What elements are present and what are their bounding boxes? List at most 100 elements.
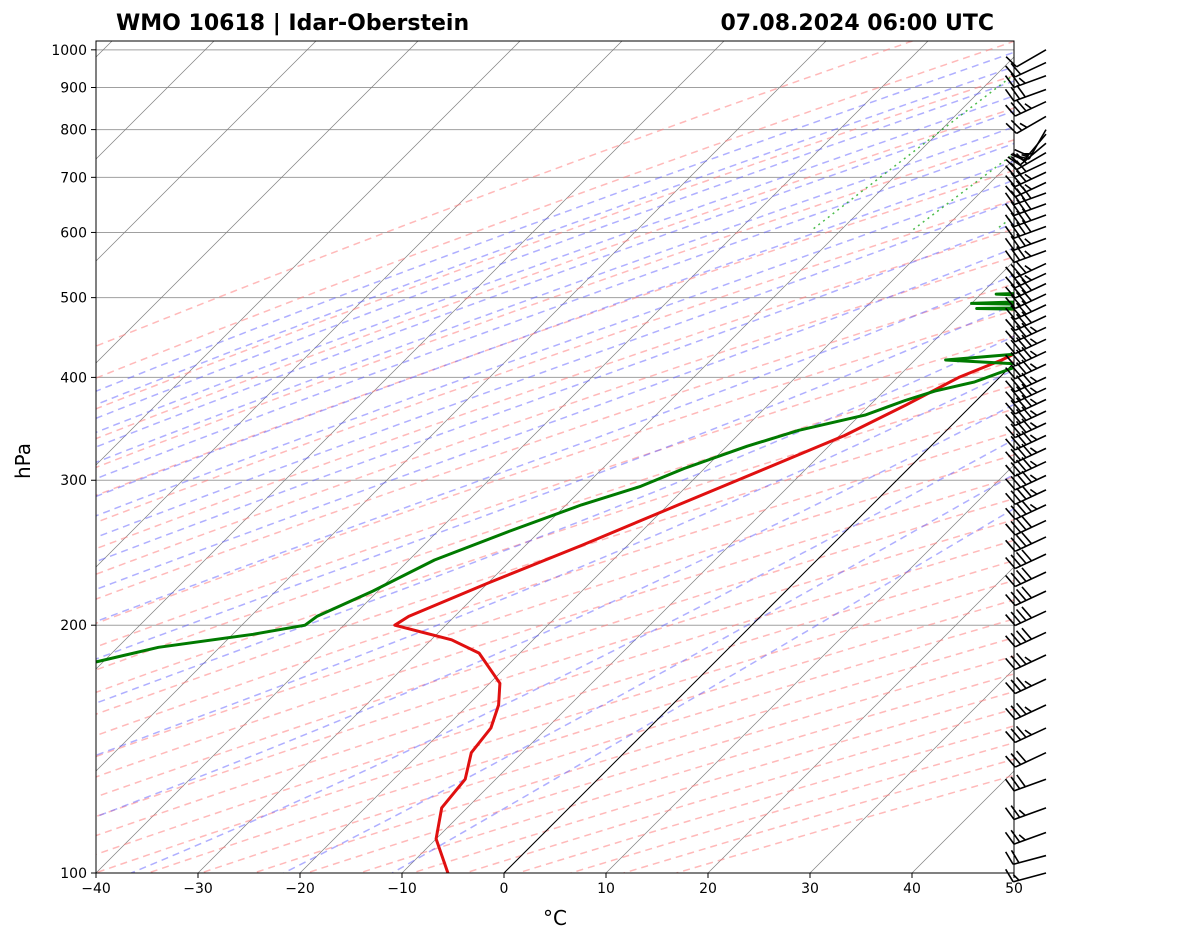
wind-barb xyxy=(1005,515,1047,536)
isotherm-line xyxy=(0,41,10,873)
wind-barb-staff xyxy=(1013,831,1047,845)
wind-barb-half xyxy=(1029,474,1038,481)
wind-barb-full xyxy=(1015,152,1028,165)
wind-barb-full xyxy=(1015,725,1027,738)
wind-barb xyxy=(1004,219,1047,239)
wind-barb xyxy=(1005,394,1047,415)
wind-barb-full xyxy=(1015,534,1027,547)
wind-barb-full xyxy=(1021,346,1033,359)
wind-barb-full xyxy=(1015,750,1027,763)
x-tick-label: −40 xyxy=(81,881,111,897)
wind-barb-full xyxy=(1004,225,1015,239)
y-tick-label: 800 xyxy=(60,123,87,139)
wind-barb-full xyxy=(1005,574,1016,588)
wind-barb xyxy=(1005,549,1047,570)
wind-barb xyxy=(1005,322,1047,343)
wind-barb-full xyxy=(1005,402,1016,415)
wind-barb-full xyxy=(1015,702,1027,715)
moist-adiabat xyxy=(96,95,1014,434)
wind-barb-full xyxy=(1015,281,1027,294)
wind-barb xyxy=(1005,383,1047,404)
wind-barb xyxy=(1005,443,1047,464)
wind-barb-full xyxy=(1015,291,1027,304)
wind-barb-full xyxy=(1005,104,1016,117)
wind-barb-full xyxy=(1005,539,1016,552)
wind-barb-full xyxy=(1010,377,1022,390)
x-tick-label: 50 xyxy=(1005,881,1023,897)
wind-barb xyxy=(1005,430,1047,451)
wind-barb-full xyxy=(1015,313,1027,326)
y-tick-label: 600 xyxy=(60,225,87,241)
wind-barb xyxy=(1004,868,1047,883)
moist-adiabat xyxy=(96,274,1014,623)
wind-barb xyxy=(1005,652,1047,671)
wind-barb-full xyxy=(1010,305,1022,318)
wind-barb-full xyxy=(1005,425,1016,438)
y-axis-label: hPa xyxy=(11,443,35,479)
wind-barb-full xyxy=(1005,296,1016,309)
wind-barb-full xyxy=(1005,56,1018,68)
wind-barb-full xyxy=(1015,588,1027,601)
zero-isotherm xyxy=(503,362,1014,873)
mixing-ratio-line xyxy=(1047,41,1181,230)
wind-barb-half xyxy=(1024,274,1032,281)
wind-barb-full xyxy=(1010,86,1021,100)
wind-barb-staff xyxy=(1013,88,1047,102)
wind-barb xyxy=(1005,115,1047,135)
isotherm-line xyxy=(809,668,1014,873)
wind-barb-full xyxy=(1015,99,1027,112)
wind-barb xyxy=(1005,99,1047,117)
wind-barb-full xyxy=(1005,707,1016,720)
wind-barb-half xyxy=(1029,338,1038,345)
wind-barb-full xyxy=(1010,212,1021,226)
wind-barb-staff xyxy=(1013,75,1047,89)
y-tick-label: 900 xyxy=(60,80,87,96)
wind-barb-full xyxy=(1005,593,1016,607)
wind-barb-full xyxy=(1010,388,1022,401)
wind-barb-full xyxy=(1021,443,1033,456)
dry-adiabat xyxy=(96,139,1014,469)
wind-barb-half xyxy=(1018,77,1026,84)
wind-barb-full xyxy=(1021,430,1033,443)
wind-barb-half xyxy=(1029,410,1038,416)
dry-adiabat xyxy=(96,497,1014,798)
wind-barb xyxy=(1005,406,1047,427)
moist-adiabat xyxy=(96,80,1014,420)
y-tick-label: 400 xyxy=(60,370,87,386)
wind-barb-full xyxy=(1010,435,1022,448)
wind-barb-full xyxy=(1021,456,1033,469)
wind-barb-full xyxy=(1021,300,1033,313)
wind-barb xyxy=(1005,418,1047,439)
y-tick-label: 300 xyxy=(60,473,87,489)
wind-barb-half xyxy=(1018,834,1026,841)
wind-barb-full xyxy=(1005,413,1016,427)
wind-barb-full xyxy=(1005,380,1016,393)
wind-barb-full xyxy=(1005,556,1016,570)
wind-barb-full xyxy=(1010,461,1022,475)
wind-barb xyxy=(1005,532,1047,553)
wind-barb-full xyxy=(1005,681,1016,695)
wind-barb-full xyxy=(1021,418,1033,431)
wind-barb xyxy=(1005,606,1047,627)
wind-barb-half xyxy=(1029,503,1038,510)
wind-barb-full xyxy=(1010,829,1021,843)
wind-barb-full xyxy=(1005,464,1016,477)
wind-barb-full xyxy=(1005,730,1016,743)
dewpoint-profile-line xyxy=(96,291,1014,664)
wind-barb-full xyxy=(1004,88,1015,102)
wind-barb-full xyxy=(1005,286,1016,299)
moist-adiabat xyxy=(96,368,1014,757)
wind-barb-full xyxy=(1015,676,1027,689)
x-axis-ticks: −40 −30 −20 −10 0 10 20 30 40 50 xyxy=(81,873,1023,897)
wind-barb-full xyxy=(1005,354,1016,367)
wind-barb-full xyxy=(1004,851,1014,865)
wind-barb-half xyxy=(1029,488,1038,495)
wind-barb-full xyxy=(1021,208,1032,221)
wind-barb-full xyxy=(1010,339,1022,352)
wind-barb-full xyxy=(1010,679,1022,692)
wind-barb xyxy=(1005,627,1047,648)
wind-barb-full xyxy=(1021,549,1033,562)
moist-adiabat xyxy=(96,51,1014,393)
wind-barb-full xyxy=(1010,423,1022,436)
